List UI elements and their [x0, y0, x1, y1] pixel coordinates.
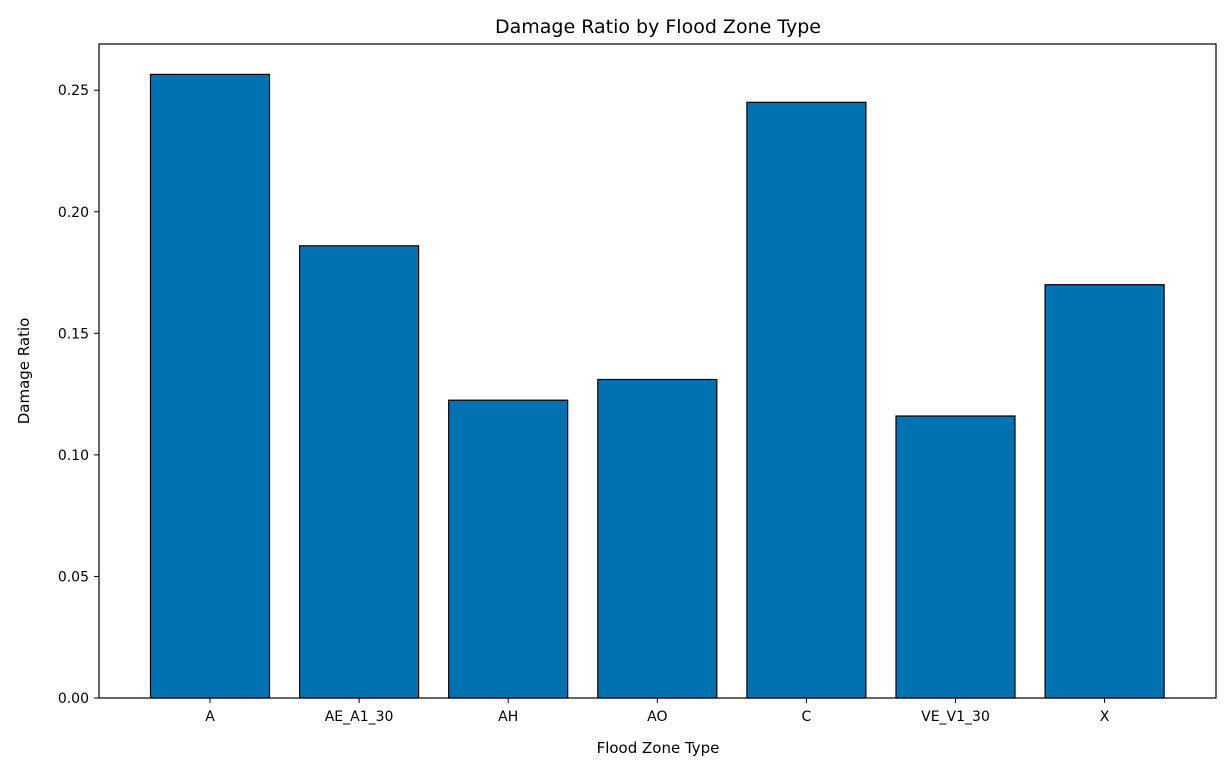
x-axis-label: Flood Zone Type: [597, 739, 720, 757]
y-tick-label: 0.10: [58, 448, 89, 464]
y-axis-ticks: 0.00 0.05 0.10 0.15 0.20 0.25: [58, 83, 99, 707]
bars-layer: [149, 73, 1165, 699]
x-tick-label: AO: [647, 709, 667, 725]
chart-title: Damage Ratio by Flood Zone Type: [495, 16, 821, 38]
x-tick-label: X: [1100, 709, 1110, 725]
y-tick-label: 0.00: [58, 691, 89, 707]
bar-ah: [448, 399, 569, 699]
x-axis-ticks: A AE_A1_30 AH AO C VE_V1_30 X: [205, 698, 1110, 725]
x-tick-label: C: [802, 709, 812, 725]
x-tick-label: AE_A1_30: [325, 709, 394, 725]
x-tick-label: VE_V1_30: [921, 709, 990, 725]
y-axis-label: Damage Ratio: [15, 318, 33, 425]
y-tick-label: 0.05: [58, 569, 89, 585]
x-tick-label: A: [205, 709, 215, 725]
x-tick-label: AH: [498, 709, 518, 725]
bar-ve-v1-30: [895, 415, 1016, 699]
bar-x: [1044, 284, 1165, 699]
y-tick-label: 0.25: [58, 83, 89, 99]
y-tick-label: 0.15: [58, 326, 89, 342]
bar-a: [149, 73, 271, 699]
plot-frame: [98, 43, 1217, 699]
y-tick-label: 0.20: [58, 205, 89, 221]
bar-ao: [597, 378, 718, 699]
bar-c: [746, 101, 867, 699]
bar-ae-a1-30: [299, 245, 420, 699]
